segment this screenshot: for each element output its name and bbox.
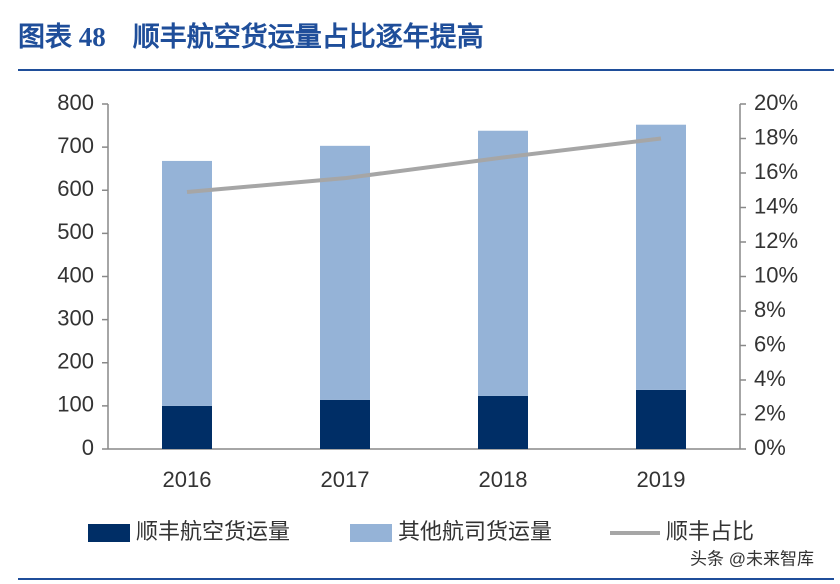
y2-tick-label: 16% xyxy=(754,159,798,184)
chart-title: 图表 48 顺丰航空货运量占比逐年提高 xyxy=(18,21,484,52)
bar xyxy=(162,160,212,406)
y2-tick-label: 2% xyxy=(754,400,786,425)
bar xyxy=(478,395,528,449)
y2-tick-label: 10% xyxy=(754,262,798,287)
legend-swatch xyxy=(88,524,130,542)
legend-label: 顺丰航空货运量 xyxy=(136,519,290,544)
y2-tick-label: 4% xyxy=(754,366,786,391)
y-tick-label: 600 xyxy=(57,176,94,201)
y2-tick-label: 0% xyxy=(754,435,786,460)
y-tick-label: 800 xyxy=(57,90,94,115)
y2-tick-label: 14% xyxy=(754,193,798,218)
y-tick-label: 300 xyxy=(57,305,94,330)
bar xyxy=(636,389,686,449)
x-tick-label: 2016 xyxy=(163,467,212,492)
y-tick-label: 700 xyxy=(57,133,94,158)
watermark: 头条 @未来智库 xyxy=(690,549,814,568)
y2-tick-label: 8% xyxy=(754,297,786,322)
x-tick-label: 2019 xyxy=(637,467,686,492)
y-tick-label: 100 xyxy=(57,392,94,417)
y2-tick-label: 18% xyxy=(754,124,798,149)
bar xyxy=(320,145,370,400)
y-tick-label: 500 xyxy=(57,219,94,244)
bar xyxy=(478,130,528,396)
bar xyxy=(162,405,212,449)
y-tick-label: 0 xyxy=(82,435,94,460)
y-tick-label: 400 xyxy=(57,262,94,287)
line xyxy=(186,136,662,194)
x-tick-label: 2017 xyxy=(321,467,370,492)
legend-swatch xyxy=(350,524,392,542)
bar xyxy=(636,124,686,390)
legend-label: 顺丰占比 xyxy=(666,519,754,544)
bar xyxy=(320,399,370,449)
y2-tick-label: 12% xyxy=(754,228,798,253)
y2-tick-label: 6% xyxy=(754,331,786,356)
x-tick-label: 2018 xyxy=(479,467,528,492)
y-tick-label: 200 xyxy=(57,349,94,374)
y2-tick-label: 20% xyxy=(754,90,798,115)
legend-label: 其他航司货运量 xyxy=(398,519,552,544)
